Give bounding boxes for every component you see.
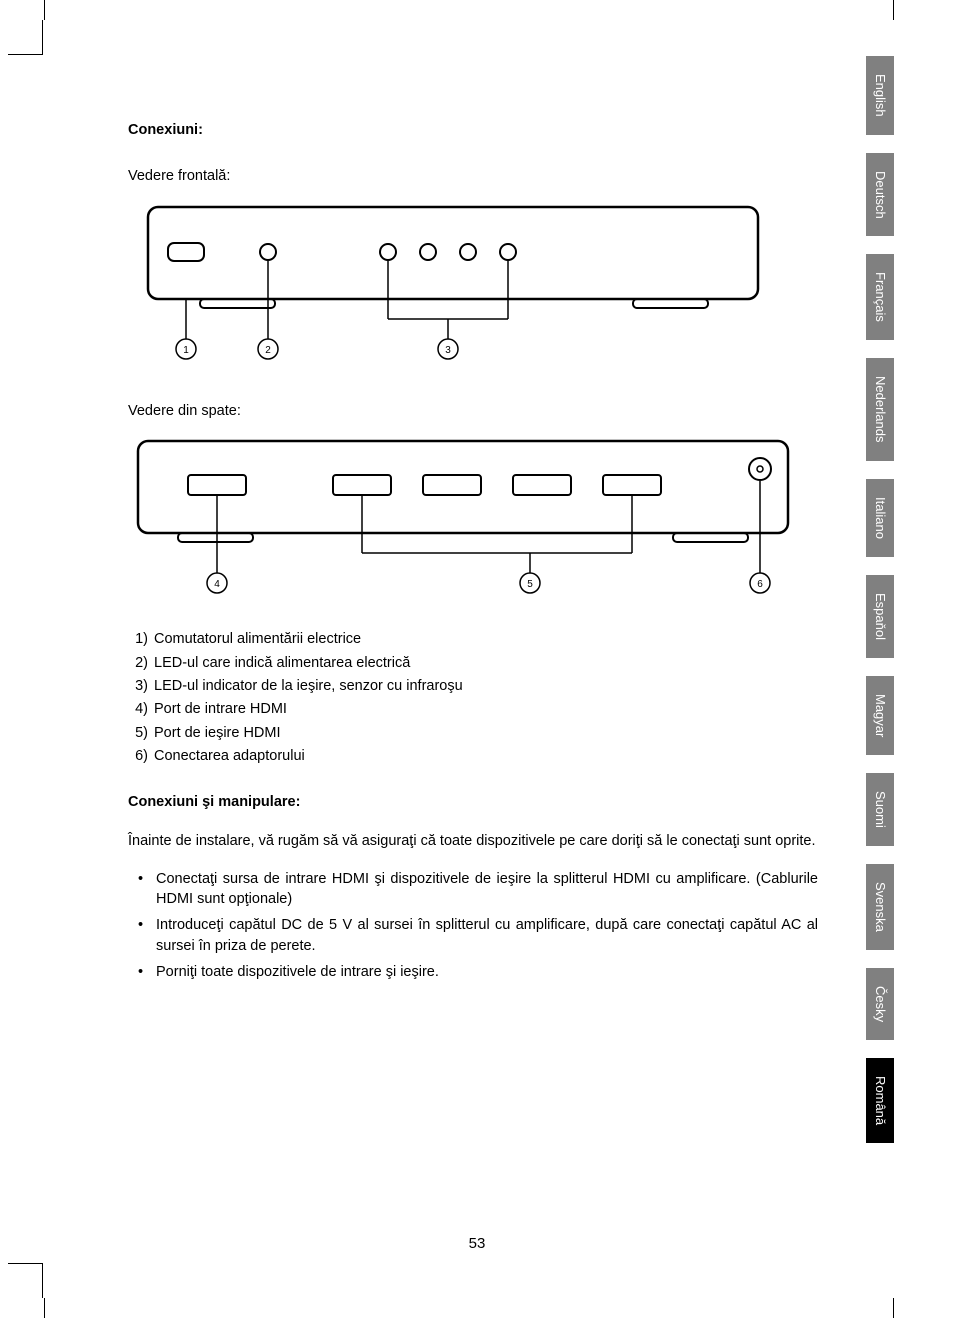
bullet-item: •Conectaţi sursa de intrare HDMI şi disp… [128, 869, 818, 910]
label-front-view: Vedere frontală: [128, 166, 818, 186]
callout-1: 1 [183, 345, 189, 356]
bullet-item: •Introduceţi capătul DC de 5 V al sursei… [128, 915, 818, 956]
callout-4: 4 [214, 579, 220, 590]
crop-tick [893, 1298, 894, 1318]
legend-num: 2) [128, 653, 154, 673]
callout-5: 5 [527, 579, 533, 590]
legend-num: 3) [128, 676, 154, 696]
callout-6: 6 [757, 579, 763, 590]
lang-tab-deutsch[interactable]: Deutsch [866, 153, 894, 237]
legend-item: 3)LED-ul indicator de la ieşire, senzor … [128, 676, 818, 696]
legend-item: 1)Comutatorul alimentării electrice [128, 629, 818, 649]
lang-tab-italiano[interactable]: Italiano [866, 479, 894, 557]
legend-text: LED-ul care indică alimentarea electrică [154, 653, 818, 673]
legend-text: LED-ul indicator de la ieşire, senzor cu… [154, 676, 818, 696]
legend-num: 6) [128, 746, 154, 766]
legend-num: 4) [128, 699, 154, 719]
lang-tab-english[interactable]: English [866, 56, 894, 135]
lang-tab-suomi[interactable]: Suomi [866, 773, 894, 846]
bullet-text: Porniţi toate dispozitivele de intrare ş… [156, 962, 818, 982]
legend-text: Comutatorul alimentării electrice [154, 629, 818, 649]
callout-3: 3 [445, 345, 451, 356]
lang-tab-espanol[interactable]: Espaňol [866, 575, 894, 658]
front-view-diagram: 1 2 3 [128, 199, 818, 375]
legend-list: 1)Comutatorul alimentării electrice 2)LE… [128, 629, 818, 766]
lang-tab-romana[interactable]: Română [866, 1058, 894, 1143]
bullet-icon: • [128, 962, 156, 982]
crop-tick [44, 1298, 45, 1318]
crop-tick [893, 0, 894, 20]
label-back-view: Vedere din spate: [128, 401, 818, 421]
legend-text: Port de intrare HDMI [154, 699, 818, 719]
lang-tab-magyar[interactable]: Magyar [866, 676, 894, 755]
legend-item: 6)Conectarea adaptorului [128, 746, 818, 766]
heading-handling: Conexiuni şi manipulare: [128, 792, 818, 812]
crop-mark-tl [8, 20, 43, 55]
page-content: Conexiuni: Vedere frontală: [128, 120, 818, 988]
lang-tab-francais[interactable]: Français [866, 254, 894, 340]
crop-mark-bl [8, 1263, 43, 1298]
lang-tab-cesky[interactable]: Česky [866, 968, 894, 1040]
bullet-icon: • [128, 915, 156, 956]
lang-tab-svenska[interactable]: Svenska [866, 864, 894, 950]
page-number: 53 [0, 1235, 954, 1252]
callout-2: 2 [265, 345, 271, 356]
legend-num: 1) [128, 629, 154, 649]
legend-item: 5)Port de ieşire HDMI [128, 723, 818, 743]
legend-item: 2)LED-ul care indică alimentarea electri… [128, 653, 818, 673]
bullet-item: •Porniţi toate dispozitivele de intrare … [128, 962, 818, 982]
legend-num: 5) [128, 723, 154, 743]
back-view-diagram: 4 5 6 [128, 433, 818, 609]
bullet-text: Conectaţi sursa de intrare HDMI şi dispo… [156, 869, 818, 910]
legend-item: 4)Port de intrare HDMI [128, 699, 818, 719]
legend-text: Conectarea adaptorului [154, 746, 818, 766]
legend-text: Port de ieşire HDMI [154, 723, 818, 743]
bullet-text: Introduceţi capătul DC de 5 V al sursei … [156, 915, 818, 956]
heading-connections: Conexiuni: [128, 120, 818, 140]
language-tabs: English Deutsch Français Nederlands Ital… [866, 56, 894, 1161]
bullet-icon: • [128, 869, 156, 910]
intro-paragraph: Înainte de instalare, vă rugăm să vă asi… [128, 831, 818, 851]
bullet-list: •Conectaţi sursa de intrare HDMI şi disp… [128, 869, 818, 982]
lang-tab-nederlands[interactable]: Nederlands [866, 358, 894, 461]
crop-tick [44, 0, 45, 20]
